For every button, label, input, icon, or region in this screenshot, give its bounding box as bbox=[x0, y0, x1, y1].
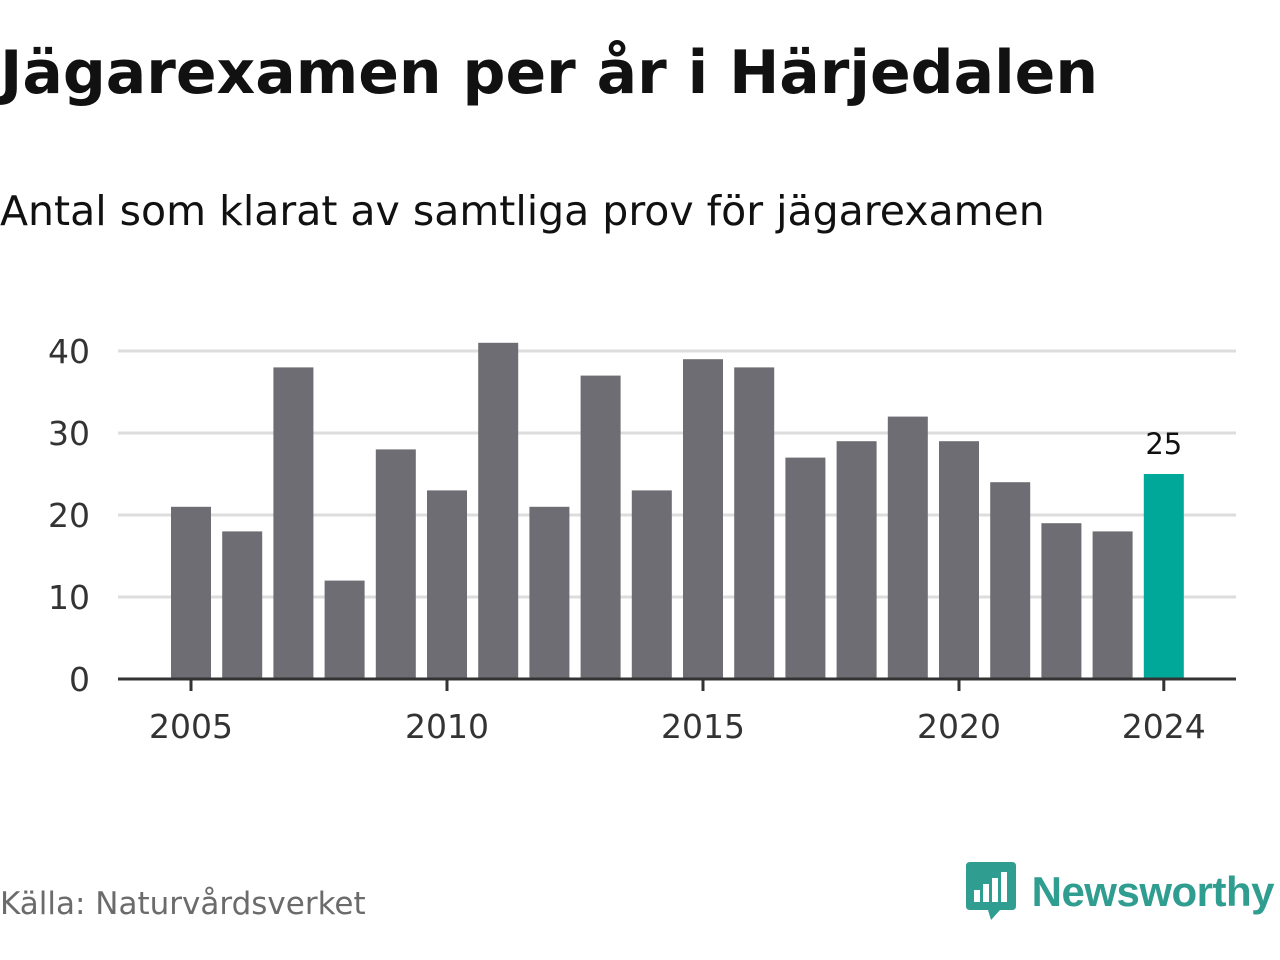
highlight-bar bbox=[1143, 474, 1184, 679]
bar bbox=[427, 490, 467, 679]
bar bbox=[836, 441, 877, 679]
brand-name: Newsworthy bbox=[1031, 868, 1275, 915]
bar bbox=[580, 375, 621, 679]
x-tick-label: 2020 bbox=[917, 707, 1001, 746]
bar bbox=[683, 359, 723, 679]
x-tick-label: 2010 bbox=[405, 707, 489, 746]
y-tick-label: 20 bbox=[48, 496, 90, 535]
bar bbox=[785, 457, 826, 679]
bar bbox=[734, 367, 775, 679]
bar bbox=[478, 342, 519, 679]
bar bbox=[1092, 531, 1133, 679]
y-tick-label: 30 bbox=[48, 414, 90, 453]
bar bbox=[375, 449, 416, 679]
chart-title: Jägarexamen per år i Härjedalen bbox=[0, 38, 1099, 108]
source-note: Källa: Naturvårdsverket bbox=[0, 886, 366, 922]
bar bbox=[1041, 523, 1082, 679]
bar bbox=[990, 482, 1031, 679]
bar bbox=[171, 506, 211, 679]
x-tick-label: 2015 bbox=[661, 707, 745, 746]
data-label: 25 bbox=[1145, 427, 1182, 461]
y-tick-label: 40 bbox=[48, 332, 90, 371]
bar bbox=[887, 416, 928, 679]
bar bbox=[939, 441, 979, 679]
bar bbox=[324, 580, 365, 679]
bar bbox=[631, 490, 672, 679]
bar bbox=[273, 367, 314, 679]
x-tick-label: 2005 bbox=[149, 707, 233, 746]
y-tick-label: 0 bbox=[69, 660, 90, 699]
bar bbox=[529, 506, 570, 679]
x-tick-label: 2024 bbox=[1122, 707, 1206, 746]
bar bbox=[222, 531, 263, 679]
brand-logo: Newsworthy bbox=[965, 862, 1275, 922]
bar-chart: 0 10 20 30 40 25 2005 2010 2015 2020 2024 bbox=[48, 332, 1236, 746]
y-tick-label: 10 bbox=[48, 578, 90, 617]
chart-subtitle: Antal som klarat av samtliga prov för jä… bbox=[0, 187, 1045, 235]
chart-speech-bubble-icon bbox=[965, 862, 1016, 920]
